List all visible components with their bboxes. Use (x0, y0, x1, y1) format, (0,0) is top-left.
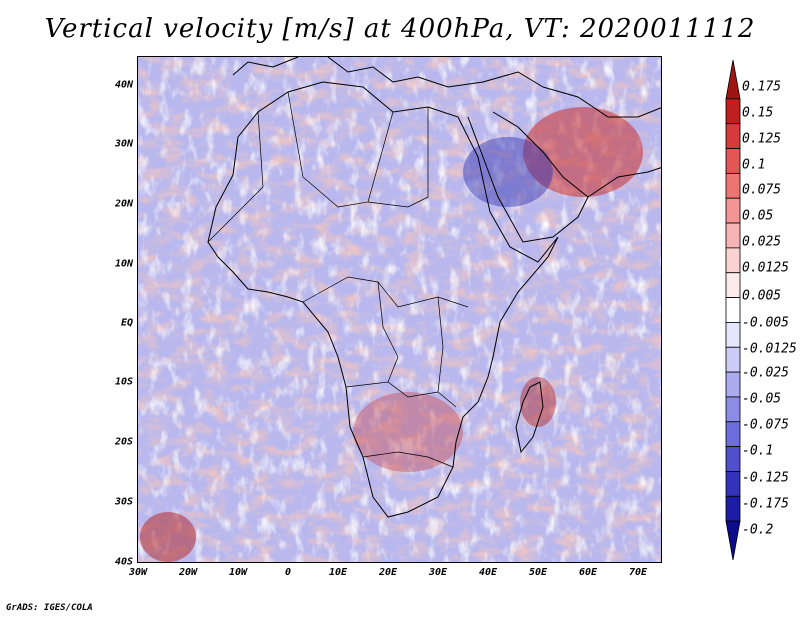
colorbar-segment (725, 148, 741, 174)
colorbar-segment (725, 346, 741, 373)
colorbar-label: -0.005 (742, 315, 789, 331)
colorbar (725, 60, 741, 560)
colorbar-segment (725, 172, 741, 199)
colorbar-segment (725, 471, 741, 497)
updraft-region-iran (523, 107, 643, 197)
colorbar-segment (725, 322, 741, 348)
colorbar-segment (725, 197, 741, 224)
colorbar-label: 0.15 (742, 105, 774, 121)
lat-tick-label: 40N (114, 79, 133, 91)
colorbar-segment (725, 495, 741, 522)
chart-title: Vertical velocity [m/s] at 400hPa, VT: 2… (44, 14, 756, 44)
velocity-field (138, 57, 661, 562)
lon-tick-label: 50E (528, 567, 548, 578)
lat-tick-label: 10N (114, 258, 133, 270)
colorbar-label: 0.1 (742, 157, 766, 173)
colorbar-label: -0.05 (742, 391, 782, 407)
colorbar-segment (725, 421, 741, 448)
colorbar-segment (725, 247, 741, 274)
colorbar-label: 0.005 (742, 288, 782, 304)
colorbar-label: -0.125 (742, 470, 789, 486)
map-panel (137, 56, 662, 563)
lat-tick-label: 30S (114, 496, 133, 508)
colorbar-label: -0.0125 (742, 341, 797, 357)
coastline-europe (232, 57, 544, 88)
lon-tick-label: 40E (478, 567, 498, 578)
colorbar-label: 0.025 (742, 234, 782, 250)
lon-tick-label: 10E (328, 567, 348, 578)
colorbar-label: -0.025 (742, 365, 789, 381)
lon-tick-label: 70E (628, 567, 648, 578)
credit-text: GrADS: IGES/COLA (6, 603, 93, 613)
lon-tick-label: 20W (178, 567, 198, 578)
colorbar-segment (725, 371, 741, 398)
colorbar-segment (725, 272, 741, 298)
colorbar-segment (725, 98, 741, 125)
lon-tick-label: 30E (428, 567, 448, 578)
colorbar-label: 0.175 (742, 79, 782, 95)
colorbar-label: 0.0125 (742, 260, 789, 276)
lon-tick-label: 20E (378, 567, 398, 578)
lat-tick-label: 30N (114, 138, 133, 150)
colorbar-label: -0.075 (742, 417, 789, 433)
lon-tick-label: 10W (228, 567, 248, 578)
updraft-region-south-atlantic (140, 512, 196, 562)
colorbar-label: 0.075 (742, 182, 782, 198)
colorbar-label: 0.125 (742, 131, 782, 147)
downdraft-region-arabia (463, 137, 553, 207)
colorbar-label: -0.175 (742, 496, 789, 512)
colorbar-label: -0.1 (742, 443, 774, 459)
lat-tick-label: 40S (114, 556, 133, 568)
coastline-madagascar (515, 381, 544, 454)
coastline-africa (207, 81, 559, 518)
lat-tick-label: 20S (114, 436, 133, 448)
colorbar-segment (725, 396, 741, 423)
coastline-iran (542, 86, 661, 198)
colorbar-segment (725, 297, 741, 323)
updraft-region-southern-africa (353, 392, 463, 472)
updraft-region-madagascar (520, 377, 556, 427)
colorbar-segment (725, 123, 741, 149)
lon-tick-label: 30W (128, 567, 148, 578)
colorbar-segment (725, 446, 741, 472)
country-borders (207, 91, 469, 468)
lat-tick-label: EQ (120, 317, 133, 329)
lon-tick-label: 0 (284, 567, 292, 578)
lat-tick-label: 20N (114, 198, 133, 210)
colorbar-bottom-arrow (725, 520, 741, 560)
colorbar-label: 0.05 (742, 208, 774, 224)
colorbar-label: -0.2 (742, 522, 774, 538)
lat-tick-label: 10S (114, 376, 133, 388)
colorbar-segment (725, 222, 741, 249)
lon-tick-label: 60E (578, 567, 598, 578)
coastline-arabia (467, 111, 589, 243)
colorbar-top-arrow (725, 60, 741, 100)
